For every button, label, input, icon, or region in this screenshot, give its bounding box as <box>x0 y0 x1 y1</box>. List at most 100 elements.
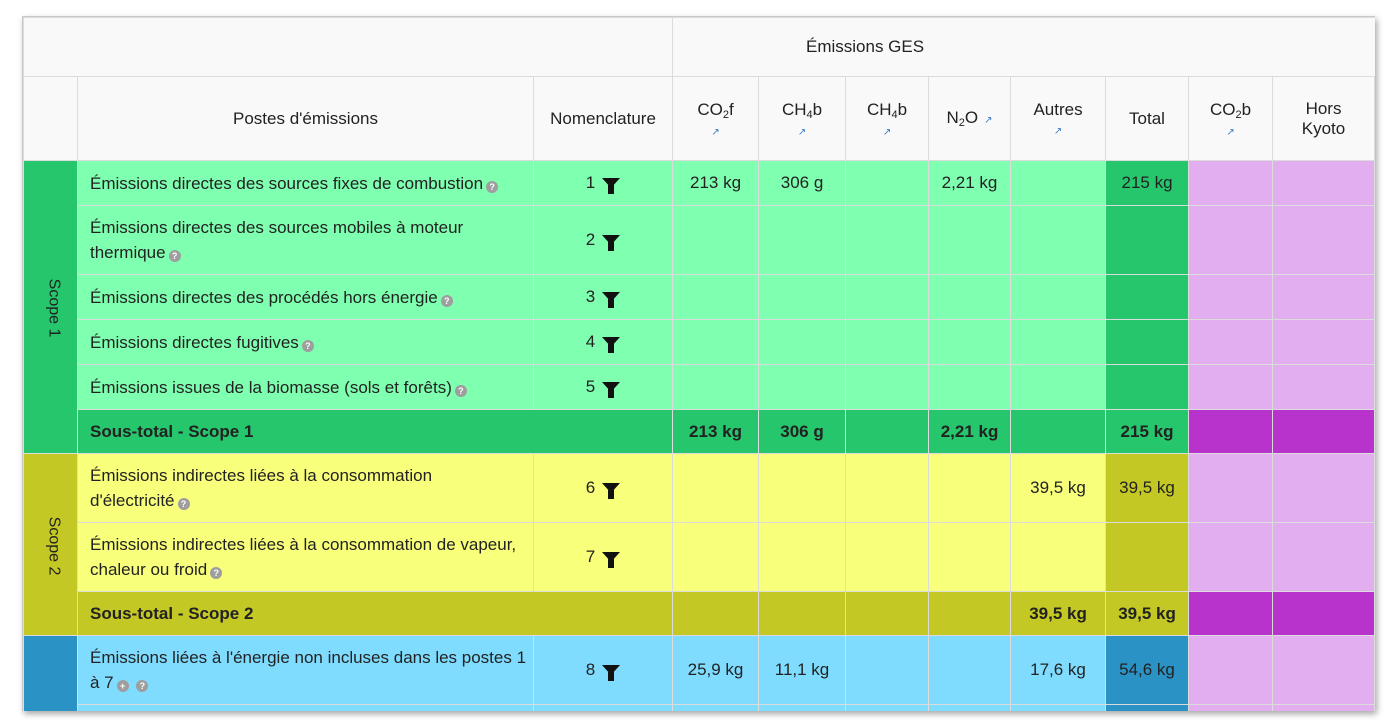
nomenclature-number: 8 <box>585 660 596 679</box>
autres-value <box>1010 319 1107 365</box>
total-label: Total <box>1129 108 1165 128</box>
ch4b-value: 306 g <box>758 409 847 454</box>
external-link-icon[interactable]: ↗ <box>797 126 807 138</box>
nomenclature-number: 1 <box>585 173 596 192</box>
ch4b-value: 11,1 kg <box>758 635 847 705</box>
table-row: Émissions indirectes liées à la consomma… <box>24 522 1375 592</box>
filter-icon[interactable] <box>602 483 621 499</box>
hors-kyoto-value <box>1272 364 1375 410</box>
ch4b-2-sub: 4 <box>891 108 898 121</box>
add-icon[interactable]: + <box>116 680 129 692</box>
autres-label: Autres <box>1033 100 1083 119</box>
total-value: 39,5 kg <box>1105 453 1190 523</box>
co2f-value <box>672 364 760 410</box>
co2b-value <box>1188 704 1274 711</box>
nomenclature-cell: 6 <box>532 453 674 523</box>
external-link-icon[interactable]: ↗ <box>882 126 892 138</box>
nomenclature-number: 4 <box>585 332 596 351</box>
header-autres[interactable]: Autres ↗ <box>1010 76 1107 161</box>
total-value <box>1105 319 1190 365</box>
header-co2f[interactable]: CO2f ↗ <box>672 76 760 161</box>
help-icon[interactable]: ? <box>301 339 314 352</box>
co2f-value <box>672 274 760 320</box>
header-ch4b[interactable]: CH4b ↗ <box>758 76 847 161</box>
ch4b-2-value <box>845 160 930 206</box>
table-row: Émissions liées à l'énergie non incluses… <box>23 635 1375 711</box>
filter-icon[interactable] <box>602 292 621 308</box>
total-value: 54,6 kg <box>1105 635 1190 705</box>
ch4b-label: CH <box>781 99 807 119</box>
header-co2b[interactable]: CO2b ↗ <box>1188 76 1274 161</box>
external-link-icon[interactable]: ↗ <box>1053 126 1063 137</box>
ch4b-suffix: b <box>812 99 823 119</box>
filter-icon[interactable] <box>602 235 621 251</box>
external-link-icon[interactable]: ↗ <box>984 115 993 126</box>
help-icon[interactable]: ? <box>210 567 223 579</box>
n2o-value <box>928 522 1012 592</box>
filter-icon[interactable] <box>602 382 621 398</box>
header-row-group: Émissions GES <box>23 17 1375 77</box>
help-icon[interactable]: ? <box>168 250 181 262</box>
filter-icon[interactable] <box>602 552 621 568</box>
filter-icon[interactable] <box>602 178 621 194</box>
n2o-value <box>928 364 1012 410</box>
co2b-suffix: b <box>1241 99 1252 119</box>
header-ch4b-2[interactable]: CH4b ↗ <box>845 76 930 161</box>
co2b-value <box>1188 409 1274 454</box>
co2f-value: 213 kg <box>672 160 760 206</box>
total-value <box>1105 704 1190 711</box>
header-total[interactable]: Total <box>1105 76 1190 161</box>
help-icon[interactable]: ? <box>454 384 467 397</box>
poste-label: Émissions liées à l'énergie non incluses… <box>77 635 534 705</box>
scope2-label-cell: Scope 2 <box>23 453 78 636</box>
subtotal-label: Sous-total - Scope 1 <box>76 409 674 454</box>
ch4b-value <box>758 704 847 711</box>
hors-kyoto-value <box>1272 635 1375 705</box>
filter-icon[interactable] <box>602 665 621 681</box>
co2b-value <box>1188 453 1274 523</box>
ch4b-2-value <box>845 453 930 523</box>
help-icon[interactable]: ? <box>440 294 453 307</box>
co2b-value <box>1188 364 1274 410</box>
nomenclature-number: 3 <box>585 287 596 306</box>
hors-kyoto-value <box>1272 522 1375 592</box>
co2b-value <box>1188 591 1274 636</box>
nomenclature-cell: 1 <box>532 160 674 206</box>
nomenclature-cell: 7 <box>532 522 674 592</box>
hors-kyoto-value <box>1272 409 1375 454</box>
n2o-suffix: O <box>964 108 979 127</box>
n2o-sub: 2 <box>958 117 965 129</box>
ch4b-2-value <box>845 635 930 705</box>
header-postes[interactable]: Postes d'émissions <box>77 76 534 161</box>
poste-label: Émissions directes des sources fixes de … <box>77 160 534 206</box>
total-value: 39,5 kg <box>1105 591 1190 636</box>
header-nomenclature[interactable]: Nomenclature <box>532 76 674 161</box>
header-hors-kyoto[interactable]: Hors Kyoto <box>1272 76 1375 161</box>
help-icon[interactable]: ? <box>136 680 149 692</box>
ch4b-2-value <box>845 274 930 320</box>
table-row <box>24 704 1375 711</box>
subtotal-label: Sous-total - Scope 2 <box>76 591 674 636</box>
hors-kyoto-value <box>1272 319 1375 365</box>
table-row: Scope 2 Émissions indirectes liées à la … <box>23 453 1375 636</box>
co2f-value <box>672 453 760 523</box>
poste-text-line2: à 7 <box>90 673 114 692</box>
header-n2o[interactable]: N2O ↗ <box>928 76 1012 161</box>
ch4b-2-value <box>845 409 930 454</box>
n2o-value <box>928 704 1012 711</box>
help-icon[interactable]: ? <box>177 498 190 510</box>
autres-value <box>1010 522 1107 592</box>
table-row: Scope 1 Émissions directes des sources f… <box>23 160 1375 454</box>
poste-text: Émissions issues de la biomasse (sols et… <box>90 377 452 397</box>
ch4b-value <box>758 591 847 636</box>
help-icon[interactable]: ? <box>486 180 499 193</box>
nomenclature-cell: 4 <box>532 319 674 365</box>
poste-text-line1: Émissions indirectes liées à la consomma… <box>90 466 433 485</box>
co2b-value <box>1188 274 1274 320</box>
external-link-icon[interactable]: ↗ <box>1226 126 1235 138</box>
hors-kyoto-label-1: Hors <box>1305 98 1342 118</box>
external-link-icon[interactable]: ↗ <box>711 126 720 138</box>
scope1-label-cell: Scope 1 <box>23 160 78 454</box>
filter-icon[interactable] <box>602 337 621 353</box>
ch4b-2-value <box>845 522 930 592</box>
